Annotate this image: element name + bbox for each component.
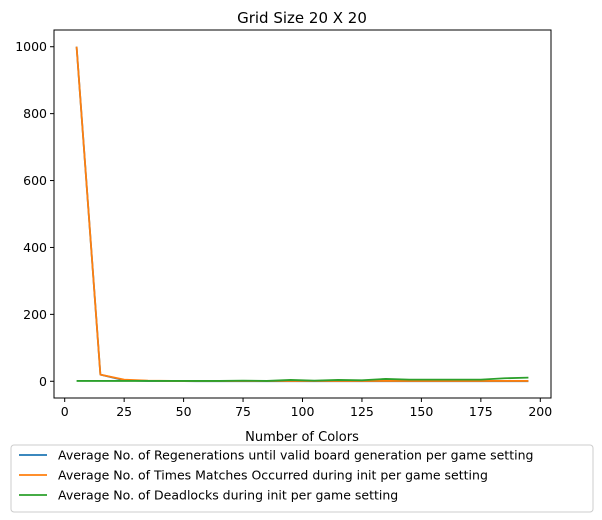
x-tick-label: 200: [528, 404, 552, 419]
x-tick-label: 0: [61, 404, 69, 419]
y-tick-label: 600: [23, 173, 47, 188]
plot-frame: [53, 29, 552, 399]
legend-label-1: Average No. of Regenerations until valid…: [58, 448, 533, 463]
y-axis: 0 200 400 600 800 1000: [15, 39, 54, 389]
legend-frame: [10, 444, 594, 513]
legend-label-2: Average No. of Times Matches Occurred du…: [58, 468, 488, 483]
x-tick-label: 25: [116, 404, 132, 419]
y-tick-label: 1000: [15, 39, 47, 54]
series-line-3: [76, 376, 529, 382]
y-tick-label: 400: [23, 240, 47, 255]
x-tick-label: 125: [350, 404, 374, 419]
series-line-2: [75, 46, 529, 382]
x-tick-label: 75: [235, 404, 251, 419]
x-axis-label: Number of Colors: [245, 430, 359, 445]
x-axis: 0 25 50 75 100 125 150 175 200: [61, 398, 552, 419]
x-tick-label: 100: [291, 404, 315, 419]
x-tick-label: 175: [469, 404, 493, 419]
plot-layer: [75, 46, 529, 383]
y-tick-label: 200: [23, 307, 47, 322]
x-tick-label: 50: [176, 404, 192, 419]
x-tick-label: 150: [409, 404, 433, 419]
y-tick-label: 0: [39, 374, 47, 389]
y-tick-label: 800: [23, 106, 47, 121]
chart-title: Grid Size 20 X 20: [237, 9, 367, 27]
legend-label-3: Average No. of Deadlocks during init per…: [58, 488, 398, 503]
legend: Average No. of Regenerations until valid…: [10, 444, 594, 513]
series-line-1: [75, 46, 529, 383]
